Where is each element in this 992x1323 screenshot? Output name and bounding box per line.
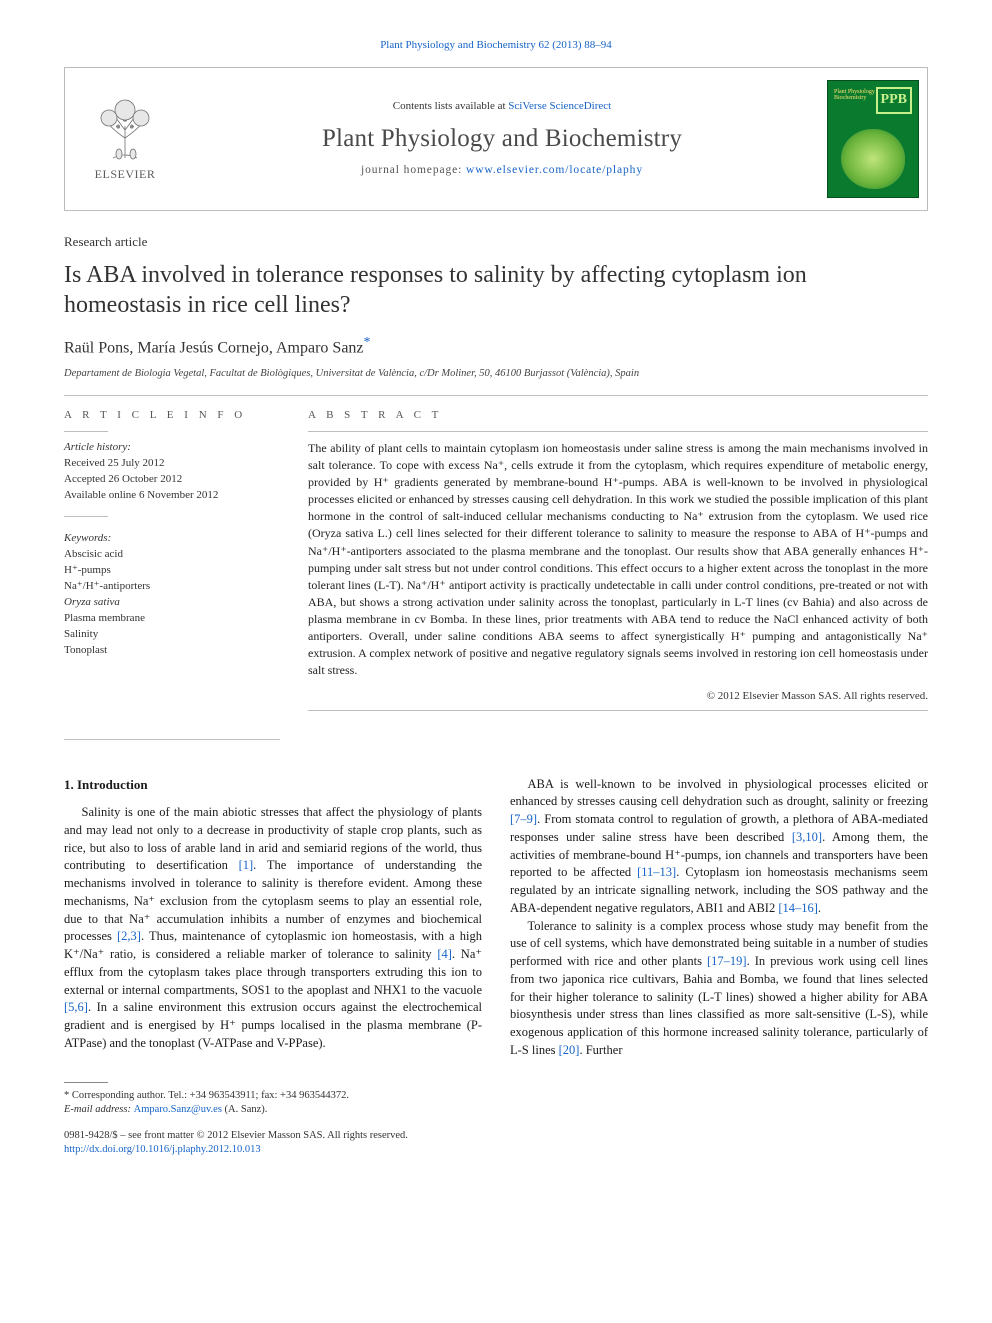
abstract-label: A B S T R A C T [308,408,928,423]
citation-link[interactable]: [4] [437,947,452,961]
abstract-text: The ability of plant cells to maintain c… [308,440,928,678]
citation-link[interactable]: [1] [239,858,254,872]
email-link[interactable]: Amparo.Sanz@uv.es [134,1104,222,1115]
text-run: . [818,901,821,915]
keyword-item: Abscisic acid [64,547,280,563]
citation-link[interactable]: [20] [559,1043,580,1057]
corresponding-author-line: * Corresponding author. Tel.: +34 963543… [64,1089,928,1103]
intro-paragraph-2: ABA is well-known to be involved in phys… [510,776,928,918]
email-tail: (A. Sanz). [222,1104,268,1115]
corresponding-mark-icon: * [364,335,371,350]
keyword-item: Oryza sativa [64,595,280,611]
doi-link[interactable]: http://dx.doi.org/10.1016/j.plaphy.2012.… [64,1144,261,1155]
text-run: . In previous work using cell lines from… [510,954,928,1057]
paper-title: Is ABA involved in tolerance responses t… [64,260,928,320]
keywords-block: Keywords: Abscisic acid H⁺-pumps Na⁺/H⁺-… [64,531,280,659]
footnote-rule [64,1082,108,1083]
citation-link[interactable]: [3,10] [792,830,822,844]
citation-link[interactable]: [7–9] [510,812,537,826]
contents-prefix: Contents lists available at [393,100,508,112]
keyword-item: Tonoplast [64,643,280,659]
elsevier-tree-icon [91,96,159,164]
page-footer: 0981-9428/$ – see front matter © 2012 El… [64,1129,928,1157]
citation-link[interactable]: [11–13] [637,865,676,879]
citation-link[interactable]: [14–16] [778,901,818,915]
front-matter-line: 0981-9428/$ – see front matter © 2012 El… [64,1129,408,1143]
keywords-label: Keywords: [64,531,280,547]
article-type: Research article [64,233,928,251]
citation-link[interactable]: [17–19] [707,954,747,968]
history-accepted: Accepted 26 October 2012 [64,472,280,488]
abstract-column: A B S T R A C T The ability of plant cel… [308,408,928,718]
short-rule [308,431,928,432]
journal-cover-icon: Plant Physiology and Biochemistry PPB [827,80,919,198]
journal-title: Plant Physiology and Biochemistry [195,122,809,156]
short-rule [64,516,108,517]
authors-line: Raül Pons, María Jesús Cornejo, Amparo S… [64,334,928,359]
keyword-item: Plasma membrane [64,611,280,627]
intro-heading: 1. Introduction [64,776,482,794]
homepage-prefix: journal homepage: [361,164,466,176]
text-run: ABA is well-known to be involved in phys… [510,777,928,809]
history-label: Article history: [64,440,280,456]
publisher-name: ELSEVIER [95,166,156,182]
sciencedirect-link[interactable]: SciVerse ScienceDirect [508,100,611,112]
homepage-link[interactable]: www.elsevier.com/locate/plaphy [466,164,643,176]
meta-row: A R T I C L E I N F O Article history: R… [64,408,928,718]
article-info-label: A R T I C L E I N F O [64,408,280,423]
footer-left: 0981-9428/$ – see front matter © 2012 El… [64,1129,408,1157]
intro-paragraph-1: Salinity is one of the main abiotic stre… [64,804,482,1053]
cover-abbrev: PPB [876,87,912,114]
keyword-item: Salinity [64,627,280,643]
authors-names: Raül Pons, María Jesús Cornejo, Amparo S… [64,340,364,357]
publisher-cell: ELSEVIER [65,68,185,210]
divider [64,739,280,740]
homepage-line: journal homepage: www.elsevier.com/locat… [195,163,809,179]
history-online: Available online 6 November 2012 [64,488,280,504]
article-info-column: A R T I C L E I N F O Article history: R… [64,408,280,718]
journal-header-box: ELSEVIER Contents lists available at Sci… [64,67,928,211]
abstract-copyright: © 2012 Elsevier Masson SAS. All rights r… [308,689,928,704]
citation-link[interactable]: [5,6] [64,1000,88,1014]
keyword-item: Na⁺/H⁺-antiporters [64,579,280,595]
email-label: E-mail address: [64,1104,134,1115]
journal-reference-line: Plant Physiology and Biochemistry 62 (20… [64,38,928,53]
short-rule [308,710,928,711]
short-rule [64,431,108,432]
contents-line: Contents lists available at SciVerse Sci… [195,99,809,114]
text-run: . Further [579,1043,622,1057]
footnote-block: * Corresponding author. Tel.: +34 963543… [64,1082,928,1117]
affiliation: Departament de Biologia Vegetal, Faculta… [64,367,928,381]
body-columns: 1. Introduction Salinity is one of the m… [64,776,928,1060]
keyword-item: H⁺-pumps [64,563,280,579]
cover-cell: Plant Physiology and Biochemistry PPB [819,68,927,210]
cover-illustration-icon [841,129,905,189]
journal-reference-link[interactable]: Plant Physiology and Biochemistry 62 (20… [380,39,612,51]
citation-link[interactable]: [2,3] [117,929,141,943]
header-center: Contents lists available at SciVerse Sci… [185,68,819,210]
article-history: Article history: Received 25 July 2012 A… [64,440,280,504]
divider [64,395,928,396]
text-run: . In a saline environment this extrusion… [64,1000,482,1050]
history-received: Received 25 July 2012 [64,456,280,472]
email-line: E-mail address: Amparo.Sanz@uv.es (A. Sa… [64,1103,928,1117]
intro-paragraph-3: Tolerance to salinity is a complex proce… [510,918,928,1060]
